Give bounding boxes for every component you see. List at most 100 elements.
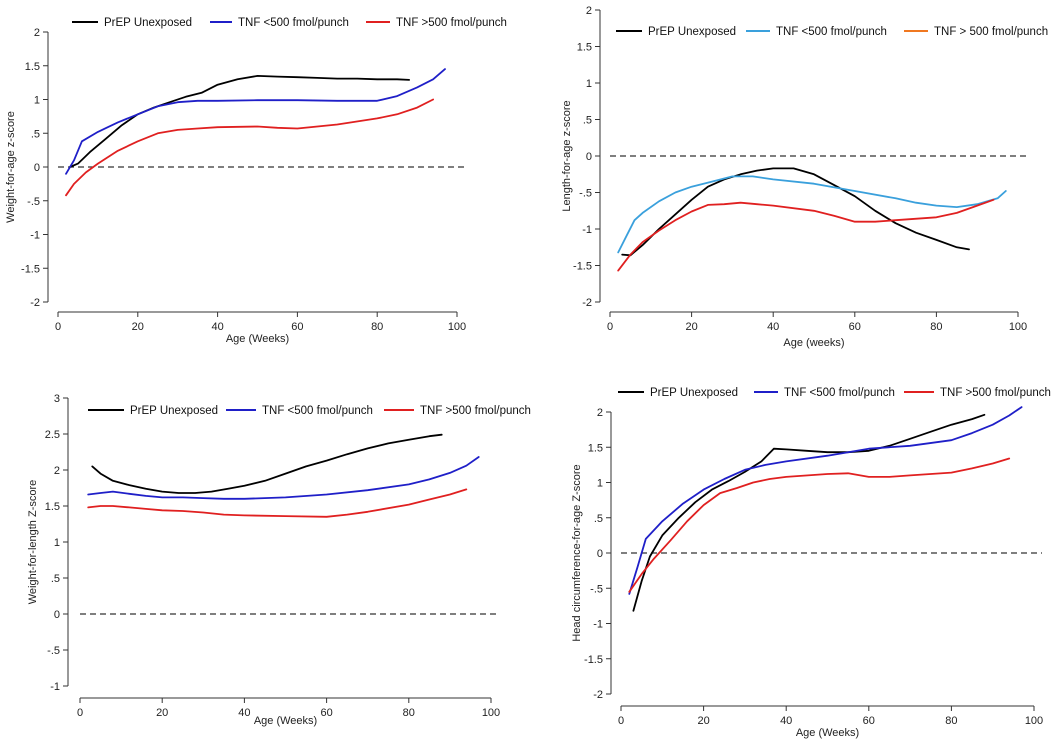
x-tick-label: 80 xyxy=(945,715,957,727)
x-tick-label: 80 xyxy=(403,707,415,719)
y-tick-label: -.5 xyxy=(27,196,40,208)
legend-entry: PrEP Unexposed xyxy=(72,17,192,29)
series-line xyxy=(87,488,468,518)
x-tick-label: 40 xyxy=(211,321,223,333)
x-tick-label: 20 xyxy=(156,707,168,719)
chart-weight-for-length: -1 -.5 0 .5 1 1.5 2 2.5 3 0 20 40 60 80 100 Age (Weeks)… xyxy=(27,393,531,727)
series-line xyxy=(617,198,995,272)
y-tick-label: -1 xyxy=(582,224,592,236)
series-line xyxy=(628,406,1023,595)
y-tick-label: -.5 xyxy=(47,645,60,657)
y-axis-title: Length-for-age z-score xyxy=(561,100,573,211)
series-line xyxy=(621,167,970,257)
y-tick-label: -1 xyxy=(50,681,60,693)
legend-label: TNF <500 fmol/punch xyxy=(262,405,373,417)
x-tick-label: 20 xyxy=(132,321,144,333)
series-line xyxy=(69,75,411,168)
y-tick-label: 2 xyxy=(597,407,603,419)
y-tick-label: 1 xyxy=(586,78,592,90)
y-tick-label: 1 xyxy=(597,478,603,490)
y-tick-label: 1.5 xyxy=(25,61,40,73)
x-tick-label: 20 xyxy=(685,321,697,333)
y-tick-label: .5 xyxy=(583,115,592,127)
legend-label: TNF >500 fmol/punch xyxy=(940,387,1051,399)
y-tick-label: 1.5 xyxy=(577,42,592,54)
x-axis-title: Age (weeks) xyxy=(783,337,844,349)
x-tick-label: 100 xyxy=(448,321,466,333)
legend-entry: PrEP Unexposed xyxy=(616,26,736,38)
legend-label: TNF <500 fmol/punch xyxy=(776,26,887,38)
y-tick-label: -1.5 xyxy=(584,654,603,666)
series-line xyxy=(91,433,443,494)
x-tick-label: 100 xyxy=(1025,715,1043,727)
legend-label: PrEP Unexposed xyxy=(650,387,738,399)
y-axis-title: Head circumference-for-age Z-score xyxy=(571,464,583,641)
x-tick-label: 0 xyxy=(77,707,83,719)
x-tick-label: 100 xyxy=(482,707,500,719)
x-tick-label: 40 xyxy=(238,707,250,719)
legend-entry: TNF >500 fmol/punch xyxy=(384,405,531,417)
y-tick-label: 1 xyxy=(54,537,60,549)
y-tick-label: -1.5 xyxy=(573,261,592,273)
legend-entry: TNF <500 fmol/punch xyxy=(746,26,887,38)
legend-label: PrEP Unexposed xyxy=(648,26,736,38)
y-tick-label: -1.5 xyxy=(21,263,40,275)
series-line xyxy=(87,456,480,500)
legend-entry: TNF >500 fmol/punch xyxy=(904,387,1051,399)
x-tick-label: 60 xyxy=(291,321,303,333)
x-axis-title: Age (Weeks) xyxy=(796,727,859,739)
y-axis-title: Weight-for-age z-score xyxy=(5,111,17,223)
legend-entry: PrEP Unexposed xyxy=(618,387,738,399)
y-tick-label: 0 xyxy=(54,609,60,621)
legend-label: PrEP Unexposed xyxy=(130,405,218,417)
x-axis-title: Age (Weeks) xyxy=(226,333,289,345)
legend-entry: TNF > 500 fmol/punch xyxy=(904,26,1048,38)
x-axis-title: Age (Weeks) xyxy=(254,715,317,727)
y-tick-label: -.5 xyxy=(579,188,592,200)
y-tick-label: 1 xyxy=(34,95,40,107)
y-tick-label: 0 xyxy=(34,162,40,174)
y-tick-label: .5 xyxy=(51,573,60,585)
legend-label: TNF >500 fmol/punch xyxy=(420,405,531,417)
y-axis-title: Weight-for-length Z-score xyxy=(27,480,39,605)
y-tick-label: .5 xyxy=(594,513,603,525)
y-tick-label: -.5 xyxy=(590,583,603,595)
x-tick-label: 80 xyxy=(930,321,942,333)
x-tick-label: 60 xyxy=(863,715,875,727)
legend-label: TNF > 500 fmol/punch xyxy=(934,26,1048,38)
y-tick-label: 3 xyxy=(54,393,60,405)
y-tick-label: 2.5 xyxy=(45,429,60,441)
legend-label: TNF <500 fmol/punch xyxy=(238,17,349,29)
x-tick-label: 20 xyxy=(697,715,709,727)
x-tick-label: 40 xyxy=(780,715,792,727)
legend-entry: TNF >500 fmol/punch xyxy=(366,17,507,29)
y-tick-label: 0 xyxy=(586,151,592,163)
x-tick-label: 80 xyxy=(371,321,383,333)
y-tick-label: -1 xyxy=(30,230,40,242)
legend-entry: TNF <500 fmol/punch xyxy=(226,405,373,417)
x-tick-label: 0 xyxy=(55,321,61,333)
legend-entry: TNF <500 fmol/punch xyxy=(210,17,349,29)
x-tick-label: 60 xyxy=(320,707,332,719)
y-tick-label: -1 xyxy=(593,619,603,631)
series-line xyxy=(65,98,435,197)
x-tick-label: 0 xyxy=(607,321,613,333)
series-line xyxy=(628,457,1011,593)
legend-entry: TNF <500 fmol/punch xyxy=(754,387,895,399)
series-line xyxy=(632,413,986,612)
y-tick-label: 1.5 xyxy=(45,501,60,513)
y-tick-label: -2 xyxy=(30,297,40,309)
legend-label: TNF <500 fmol/punch xyxy=(784,387,895,399)
y-tick-label: 2 xyxy=(586,5,592,17)
legend-label: PrEP Unexposed xyxy=(104,17,192,29)
y-tick-label: -2 xyxy=(582,297,592,309)
y-tick-label: -2 xyxy=(593,689,603,701)
x-tick-label: 60 xyxy=(849,321,861,333)
series-line xyxy=(65,68,446,175)
y-tick-label: .5 xyxy=(31,128,40,140)
legend-label: TNF >500 fmol/punch xyxy=(396,17,507,29)
x-tick-label: 40 xyxy=(767,321,779,333)
series-line xyxy=(617,175,1007,254)
